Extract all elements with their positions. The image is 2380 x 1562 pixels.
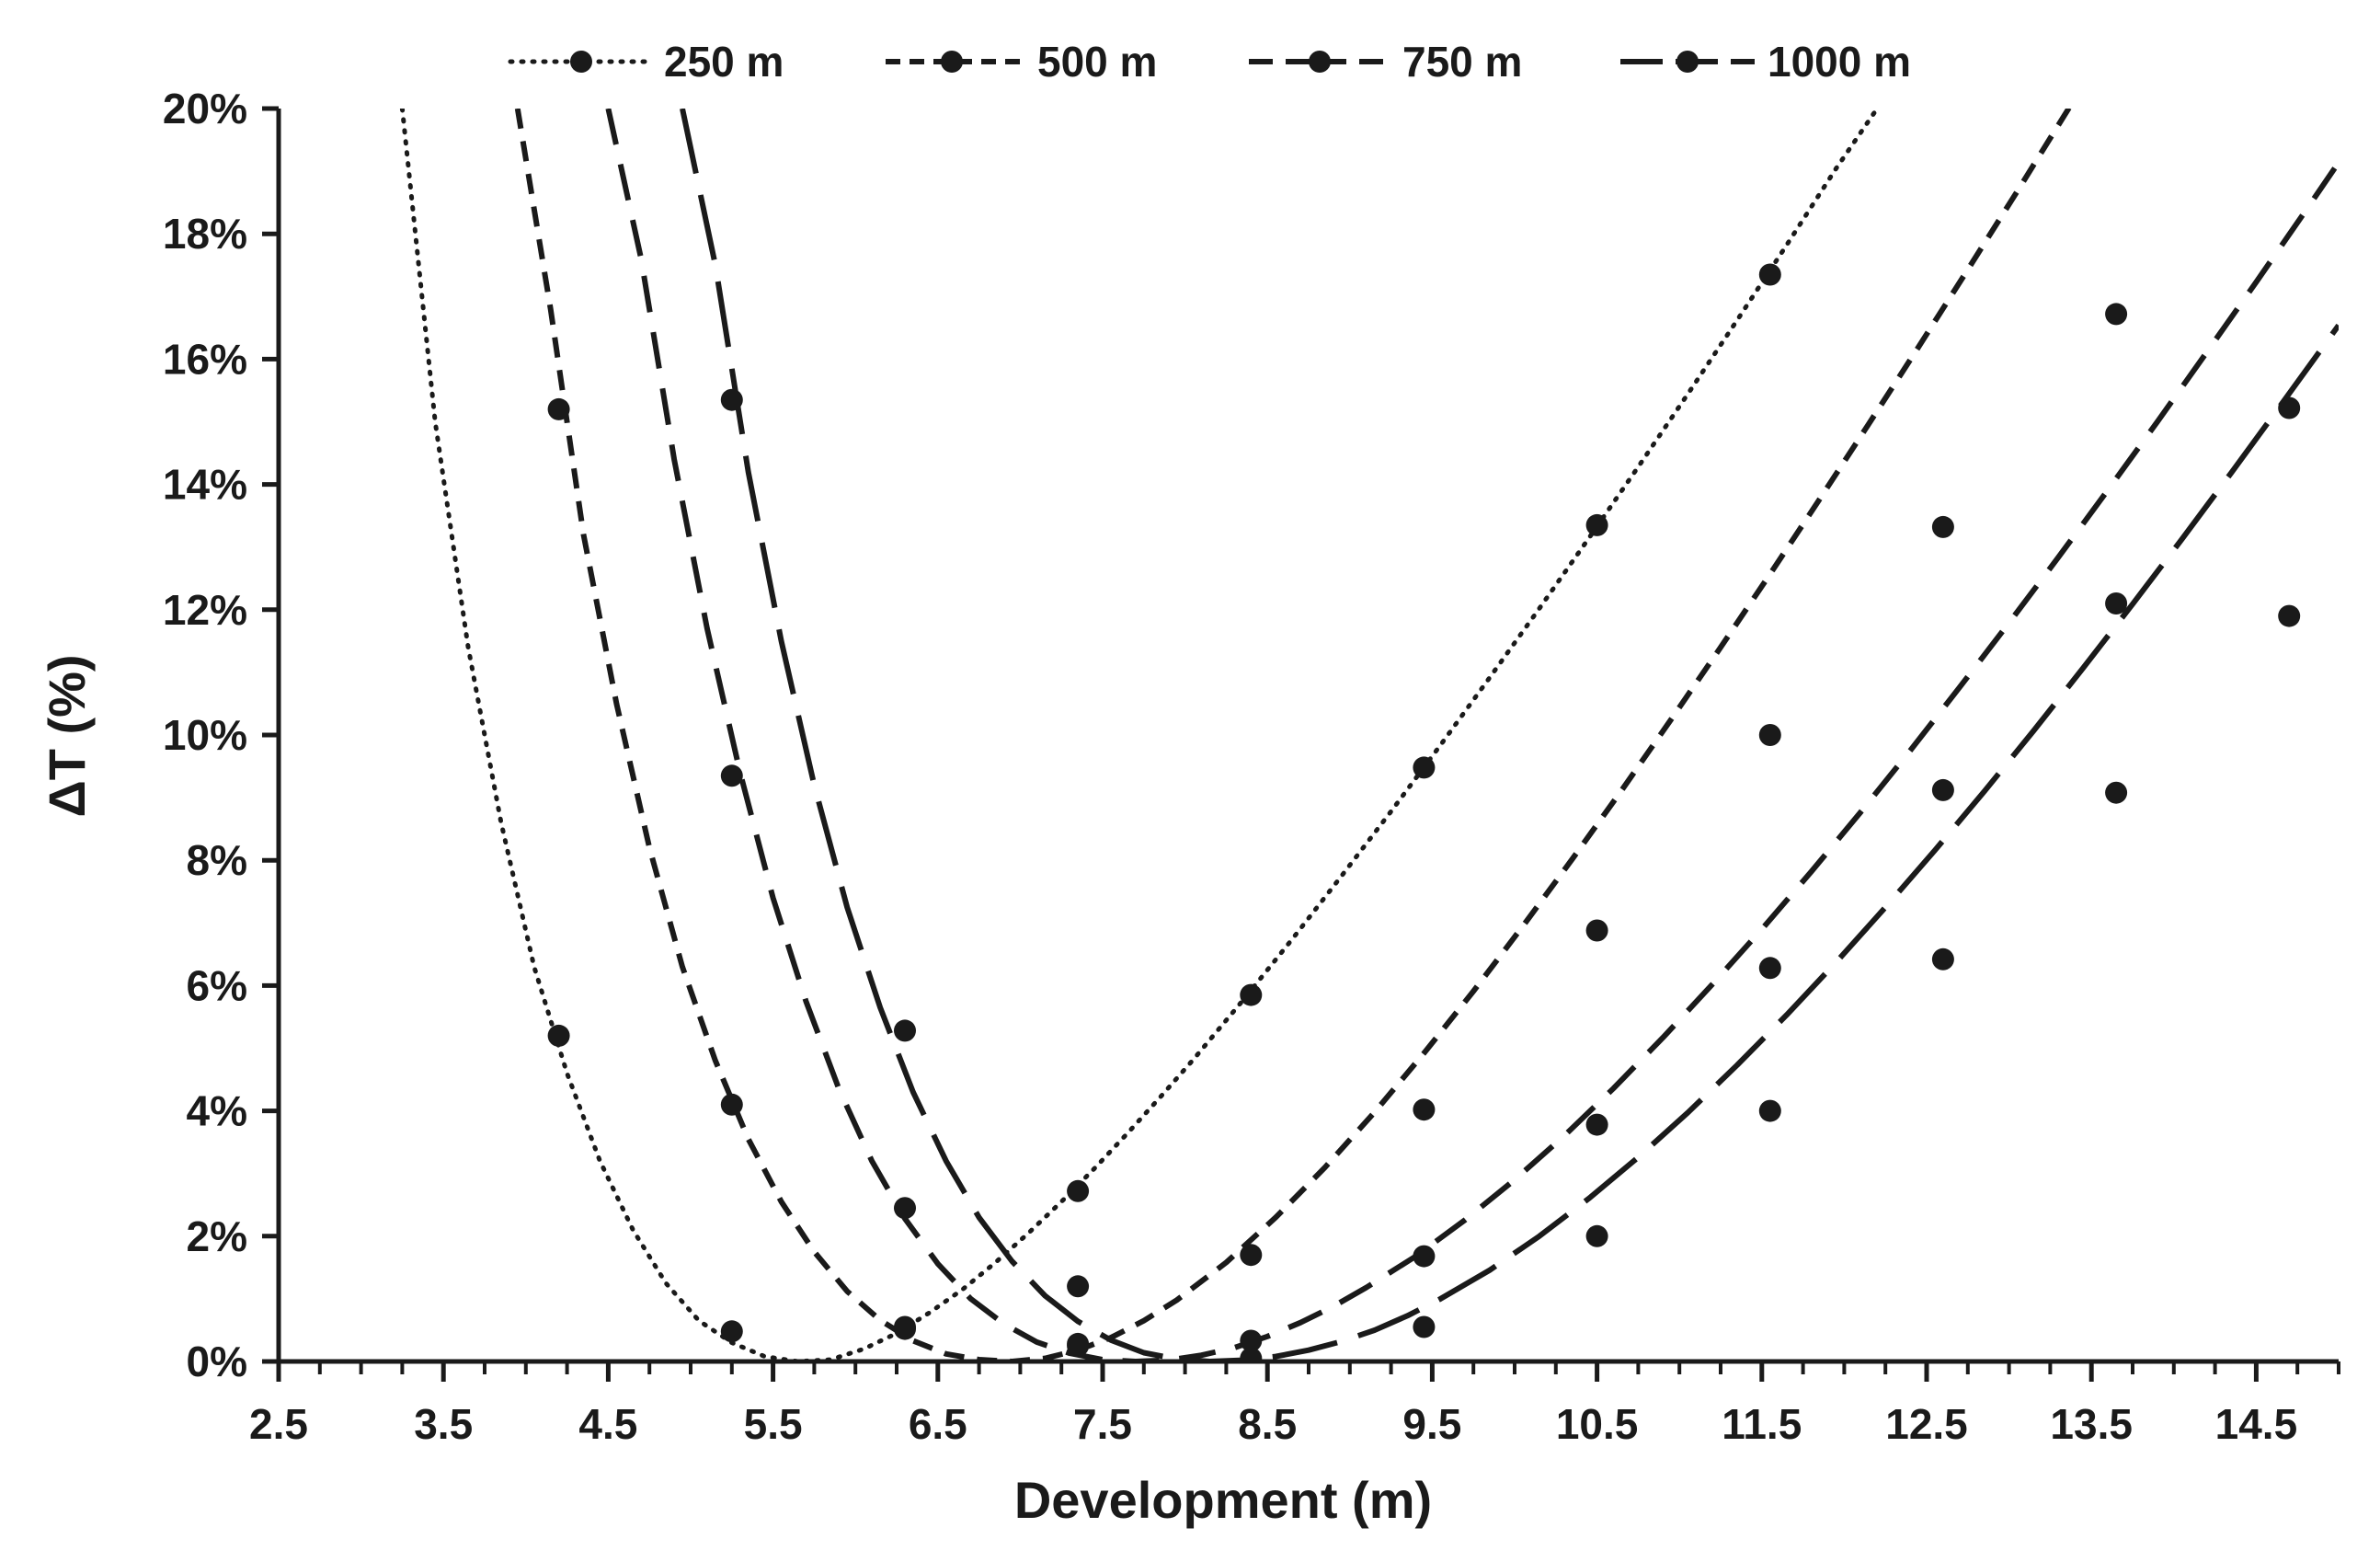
y-tick-label: 20% [163, 85, 247, 132]
series-1-point-9 [2105, 303, 2128, 326]
series-line-2 [605, 109, 2339, 1361]
legend-marker-3 [1676, 51, 1699, 73]
series-0-point-6 [1585, 513, 1608, 536]
marker-layer [547, 263, 2301, 1361]
series-1-point-7 [1758, 724, 1781, 746]
x-tick-label: 14.5 [2215, 1400, 2298, 1448]
series-2-point-0 [720, 764, 743, 787]
y-axis-title: ΔT (%) [38, 654, 96, 817]
legend-label-0: 250 m [664, 38, 784, 86]
series-line-1 [514, 109, 2072, 1361]
series-3-point-6 [1758, 1099, 1781, 1122]
x-ticks: 2.5 3.5 4.5 5.5 6.5 7.5 8.5 9.5 10.5 11.5 12.5 13.5… [249, 1361, 2297, 1448]
y-tick-label: 12% [163, 586, 247, 634]
series-2-point-8 [2105, 592, 2128, 614]
series-1-point-0 [547, 397, 570, 420]
series-3-point-0 [720, 388, 743, 411]
series-0-point-7 [1758, 263, 1781, 286]
legend-label-3: 1000 m [1768, 38, 1911, 86]
series-2-point-1 [894, 1197, 916, 1220]
y-tick-label: 2% [187, 1212, 247, 1260]
y-tick-label: 10% [163, 711, 247, 759]
legend-marker-2 [1309, 51, 1331, 73]
x-axis-title: Development (m) [1014, 1471, 1432, 1529]
x-tick-label: 6.5 [909, 1400, 967, 1448]
series-line-3 [680, 109, 2339, 1361]
y-tick-label: 4% [187, 1087, 247, 1135]
legend-label-2: 750 m [1402, 38, 1522, 86]
y-tick-label: 18% [163, 210, 247, 258]
series-3-point-8 [2105, 781, 2128, 804]
y-tick-label: 0% [187, 1338, 247, 1385]
y-tick-label: 8% [187, 836, 247, 884]
x-tick-label: 12.5 [1885, 1400, 1968, 1448]
x-tick-label: 13.5 [2050, 1400, 2133, 1448]
series-0-point-1 [720, 1320, 743, 1343]
legend: 250 m 500 m 750 m 1000 m [508, 38, 1911, 86]
series-2-point-7 [1931, 778, 1954, 801]
y-tick-label: 16% [163, 335, 247, 383]
y-tick-label: 6% [187, 961, 247, 1009]
series-2-point-3 [1240, 1329, 1263, 1352]
series-1-point-4 [1240, 1244, 1263, 1267]
legend-label-1: 500 m [1037, 38, 1157, 86]
legend-marker-1 [941, 51, 963, 73]
x-tick-label: 11.5 [1722, 1400, 1802, 1448]
x-tick-label: 5.5 [744, 1400, 803, 1448]
series-3-point-7 [1931, 948, 1954, 971]
x-tick-label: 10.5 [1556, 1400, 1639, 1448]
series-0-point-3 [1067, 1179, 1090, 1202]
x-tick-label: 8.5 [1238, 1400, 1297, 1448]
series-line-0 [399, 109, 1880, 1361]
series-0-point-0 [547, 1024, 570, 1047]
series-2-point-4 [1413, 1245, 1436, 1268]
series-1-point-5 [1413, 1098, 1436, 1121]
series-1-point-2 [894, 1317, 916, 1340]
series-1-point-8 [1931, 515, 1954, 538]
series-1-point-6 [1585, 919, 1608, 942]
series-2-point-5 [1585, 1113, 1608, 1136]
x-minor-ticks [317, 1361, 2340, 1374]
series-3-point-2 [1067, 1275, 1090, 1298]
series-3-point-3 [1240, 1347, 1263, 1361]
series-0-point-5 [1413, 756, 1436, 779]
y-ticks: 0% 2% 4% 6% 8% 10% 12% 14% 16% 18% 20% [163, 85, 279, 1385]
series-2-point-6 [1758, 957, 1781, 980]
x-tick-label: 7.5 [1073, 1400, 1132, 1448]
legend-marker-0 [570, 51, 592, 73]
series-3-point-9 [2278, 604, 2301, 627]
x-tick-label: 2.5 [249, 1400, 308, 1448]
x-tick-label: 3.5 [414, 1400, 473, 1448]
y-tick-label: 14% [163, 461, 247, 509]
series-3-point-5 [1585, 1224, 1608, 1247]
series-2-point-9 [2278, 396, 2301, 419]
series-2-point-2 [1067, 1335, 1090, 1357]
series-3-point-4 [1413, 1315, 1436, 1338]
series-0-point-4 [1240, 983, 1263, 1006]
series-3-point-1 [894, 1019, 916, 1042]
x-tick-label: 4.5 [578, 1400, 637, 1448]
series-1-point-1 [720, 1093, 743, 1116]
series-layer [399, 109, 2339, 1361]
x-tick-label: 9.5 [1402, 1400, 1461, 1448]
